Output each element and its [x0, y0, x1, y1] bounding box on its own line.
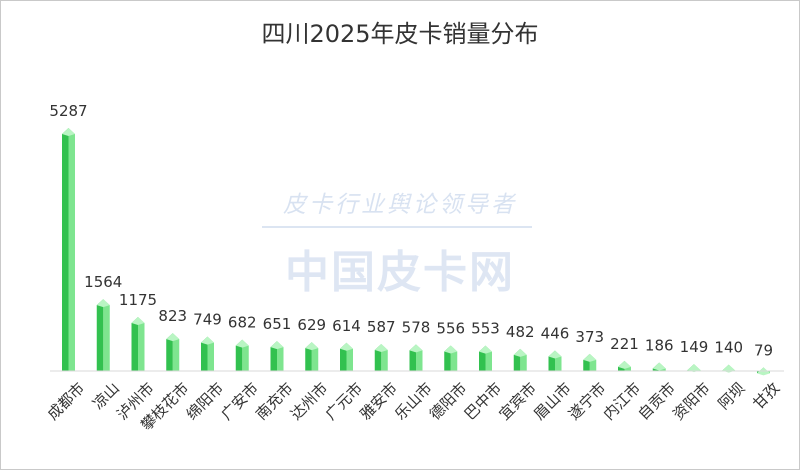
category-label: 绵阳市	[183, 379, 228, 424]
bar	[131, 316, 145, 371]
chart-title: 四川2025年皮卡销量分布	[261, 20, 539, 48]
category-label: 宜宾市	[495, 379, 540, 424]
bar-cap	[618, 360, 631, 369]
bar-side	[172, 333, 180, 371]
bar	[652, 362, 666, 371]
category-label: 阿坝	[715, 379, 749, 413]
bar	[409, 344, 423, 371]
value-label: 823	[158, 307, 187, 325]
category-label: 资阳市	[669, 379, 714, 424]
value-label: 149	[680, 338, 709, 356]
value-label: 578	[402, 318, 431, 336]
bar-cap	[131, 316, 145, 325]
bar	[374, 344, 388, 371]
bar-front	[96, 299, 104, 371]
bar	[62, 128, 75, 371]
bar-cap	[235, 339, 249, 348]
bar-cap	[166, 333, 180, 342]
bar	[444, 345, 458, 371]
category-label: 广元市	[322, 379, 367, 424]
value-label: 553	[471, 320, 500, 338]
category-label: 甘孜	[749, 379, 783, 413]
bar	[305, 342, 319, 371]
value-label: 682	[228, 314, 257, 332]
bar-cap	[444, 345, 458, 354]
bar	[618, 360, 631, 371]
watermark-divider	[262, 226, 532, 228]
bar	[583, 353, 597, 371]
value-label: 221	[610, 335, 639, 353]
bar-cap	[583, 353, 597, 362]
bar	[340, 342, 353, 371]
value-label: 749	[193, 311, 222, 329]
value-label: 614	[332, 317, 361, 335]
bar-cap	[201, 336, 214, 345]
value-label: 373	[575, 328, 604, 346]
value-label: 186	[645, 336, 674, 354]
bar	[548, 350, 562, 371]
bars-group	[62, 128, 770, 376]
value-label: 79	[754, 341, 773, 359]
watermark-logo-text: 中国皮卡网	[285, 247, 515, 298]
value-label: 446	[541, 325, 570, 343]
bar	[687, 364, 701, 373]
category-label: 雅安市	[356, 379, 401, 424]
bar	[201, 336, 214, 371]
bar-cap	[652, 362, 666, 371]
bar	[270, 341, 284, 371]
value-label: 1564	[84, 273, 122, 291]
bar-cap	[374, 344, 388, 353]
bar	[166, 333, 180, 371]
bar	[479, 345, 492, 371]
watermark-slogan: 皮卡行业舆论领导者	[283, 192, 517, 218]
category-label: 南充市	[252, 379, 297, 424]
bar-side	[138, 316, 145, 371]
bar-cap	[96, 299, 110, 308]
category-label: 巴中市	[461, 379, 506, 424]
bar-front	[166, 333, 173, 371]
bar-cap	[479, 345, 492, 354]
bar-cap	[548, 350, 562, 359]
bar-front	[131, 316, 138, 371]
bar-front	[62, 128, 69, 371]
category-label: 遂宁市	[565, 379, 610, 424]
bar-cap	[62, 128, 75, 136]
bar-cap	[513, 348, 527, 357]
category-label: 德阳市	[426, 379, 471, 424]
bar-side	[103, 299, 110, 371]
category-labels-group: 成都市 凉山泸州市攀枝花市绵阳市广安市南充市达州市广元市雅安市乐山市德阳市巴中市宜…	[44, 379, 784, 434]
category-label: 内江市	[600, 379, 645, 424]
category-label: 成都市	[44, 379, 89, 424]
bar-side	[68, 128, 75, 371]
bar-front	[235, 339, 243, 371]
category-label: 自贡市	[634, 379, 679, 424]
value-label: 5287	[49, 102, 87, 120]
bar-cap	[270, 341, 284, 350]
bar-cap	[305, 342, 319, 351]
bar-cap	[409, 344, 423, 353]
value-label: 651	[263, 315, 292, 333]
category-label: 广安市	[217, 379, 262, 424]
value-label: 140	[714, 339, 743, 357]
value-label: 1175	[119, 291, 157, 309]
bar	[235, 339, 249, 371]
bar	[513, 348, 527, 371]
category-label: 达州市	[287, 379, 332, 424]
value-label: 587	[367, 318, 396, 336]
bar	[96, 299, 110, 371]
bar-side	[207, 336, 214, 371]
bar-cap	[340, 342, 353, 351]
category-label: 眉山市	[530, 379, 575, 424]
bar-cap	[687, 364, 701, 373]
bar-side	[242, 339, 249, 371]
value-label: 556	[436, 319, 465, 337]
value-label: 629	[297, 316, 326, 334]
category-label: 乐山市	[391, 379, 436, 424]
value-label: 482	[506, 323, 535, 341]
bar-front	[201, 336, 208, 371]
